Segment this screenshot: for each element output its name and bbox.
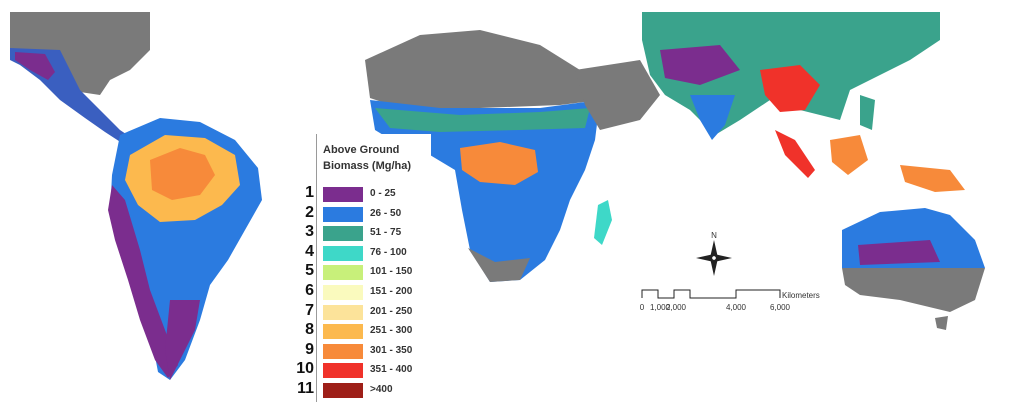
legend-class-number: 3 (305, 223, 314, 241)
legend-class-number: 8 (305, 321, 314, 339)
legend-row: 26 - 50 (323, 206, 431, 222)
australia-interior-low (858, 240, 940, 265)
legend-label: 51 - 75 (370, 227, 402, 239)
arabia-landmass (575, 60, 660, 130)
scale-tick-label: 2,000 (666, 303, 687, 312)
legend-swatch (323, 383, 363, 398)
australia-south (842, 268, 985, 312)
legend-class-number: 6 (305, 282, 314, 299)
scale-tick-label: 6,000 (770, 303, 791, 312)
legend-row: 201 - 250 (323, 304, 431, 320)
legend-row: 0 - 25 (323, 186, 431, 202)
legend-title: Above Ground Biomass (Mg/ha) (323, 144, 412, 172)
north-arrow-icon (696, 240, 732, 276)
scale-unit-label: Kilometers (782, 291, 820, 300)
biomass-legend: Above Ground Biomass (Mg/ha) 0 - 25 26 - … (316, 134, 431, 402)
legend-class-number: 4 (305, 242, 314, 260)
legend-label: 151 - 200 (370, 286, 413, 297)
legend-row: >400 (323, 382, 431, 398)
legend-label: 251 - 300 (370, 325, 413, 337)
legend-class-number: 1 (305, 184, 314, 201)
legend-row: 301 - 350 (323, 343, 431, 359)
india-peninsula (690, 95, 735, 140)
legend-swatch (323, 304, 363, 320)
amazon-core (150, 148, 215, 200)
legend-class-number: 11 (297, 380, 314, 397)
legend-swatch (323, 324, 363, 340)
southern-africa-low (468, 248, 530, 282)
north-africa-landmass (365, 30, 600, 108)
legend-swatch (323, 187, 363, 202)
scale-tick-label: 4,000 (726, 303, 747, 312)
madagascar (594, 200, 612, 245)
scale-bar (641, 289, 781, 299)
legend-swatch (323, 285, 363, 300)
mexico-purple-zone (15, 52, 55, 80)
sahel-teal-band (375, 108, 590, 132)
tibet-low-biomass (660, 45, 740, 85)
legend-row: 76 - 100 (323, 245, 431, 261)
legend-swatch (323, 343, 363, 359)
legend-label: 26 - 50 (370, 207, 402, 219)
legend-row: 101 - 150 (323, 264, 431, 281)
legend-class-number: 10 (296, 360, 314, 378)
legend-swatch (323, 265, 363, 281)
legend-label: 76 - 100 (370, 246, 407, 258)
legend-label: >400 (370, 384, 393, 395)
patagonia-low-biomass (165, 300, 200, 380)
legend-swatch (323, 245, 363, 261)
legend-swatch (323, 226, 363, 242)
andes-low-biomass (108, 185, 178, 378)
legend-row: 251 - 300 (323, 323, 431, 340)
north-label: N (711, 231, 717, 240)
legend-label: 201 - 250 (370, 305, 413, 317)
congo-high-biomass (460, 142, 538, 185)
legend-swatch (323, 206, 363, 222)
philippines (860, 95, 875, 130)
legend-row: 351 - 400 (323, 362, 431, 379)
sumatra (775, 130, 815, 178)
legend-class-number: 7 (305, 301, 314, 319)
tasmania (935, 316, 948, 330)
southeast-asia-high (760, 65, 820, 112)
legend-row: 151 - 200 (323, 284, 431, 300)
borneo (830, 135, 868, 175)
scale-tick-label: 0 (640, 303, 645, 312)
legend-class-number: 5 (305, 262, 314, 280)
legend-label: 301 - 350 (370, 344, 413, 356)
compass-scale-panel: N Kilometers 0 1,000 2,000 4,000 6,000 (628, 228, 824, 324)
legend-label: 101 - 150 (370, 266, 413, 278)
legend-swatch (323, 363, 363, 379)
legend-label: 351 - 400 (370, 364, 413, 376)
legend-class-number: 9 (305, 340, 314, 358)
legend-label: 0 - 25 (370, 188, 396, 199)
legend-class-number: 2 (305, 203, 314, 221)
new-guinea (900, 165, 965, 192)
scale-tick-label: 1,000 (650, 303, 671, 312)
legend-row: 51 - 75 (323, 225, 431, 242)
